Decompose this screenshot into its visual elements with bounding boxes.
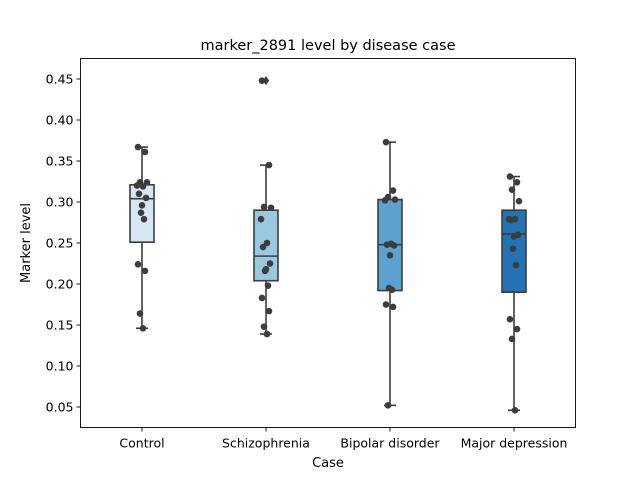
data-point <box>257 215 265 223</box>
plot-layer <box>129 76 527 414</box>
box-group-bipolar-disorder <box>377 138 403 409</box>
y-tick-label: 0.20 <box>46 277 74 292</box>
data-point <box>260 203 268 211</box>
data-point <box>386 252 394 259</box>
data-point <box>135 190 143 198</box>
data-point <box>510 233 518 240</box>
data-point <box>513 179 521 186</box>
data-point <box>506 315 514 323</box>
data-point <box>382 138 390 146</box>
y-tick-label: 0.25 <box>46 236 74 251</box>
x-tick-label: Major depression <box>461 436 568 451</box>
chart-title: marker_2891 level by disease case <box>201 38 456 54</box>
data-point <box>382 301 390 308</box>
data-point <box>506 173 514 180</box>
data-point <box>265 307 273 315</box>
data-point <box>260 323 268 330</box>
data-point <box>508 335 516 343</box>
data-point <box>259 243 267 251</box>
data-point <box>507 216 515 224</box>
data-point <box>137 209 145 216</box>
data-point <box>265 161 273 169</box>
x-tick-label: Schizophrenia <box>222 436 310 451</box>
x-tick-label: Control <box>119 436 164 451</box>
box-group-control <box>129 143 155 332</box>
data-point <box>140 215 148 223</box>
data-point <box>134 143 142 151</box>
axis-layer: 0.05 0.10 0.15 0.20 0.25 0.30 0.35 0.40 0.45 Cont… <box>46 72 568 451</box>
data-point <box>511 406 519 414</box>
data-point <box>389 303 397 311</box>
data-point <box>264 282 272 289</box>
data-point <box>141 267 149 275</box>
data-point <box>512 261 520 269</box>
data-point <box>389 187 397 194</box>
data-point <box>141 148 149 156</box>
x-axis-label: Case <box>312 456 344 471</box>
data-point <box>383 241 391 248</box>
data-point <box>381 197 389 204</box>
y-tick-label: 0.10 <box>46 359 74 374</box>
data-point <box>384 402 392 409</box>
data-point <box>515 197 523 205</box>
data-point <box>139 183 147 190</box>
data-point <box>258 294 266 302</box>
data-point <box>391 196 399 203</box>
y-tick-label: 0.15 <box>46 318 74 333</box>
data-point <box>266 260 274 267</box>
data-point <box>263 330 271 338</box>
data-point <box>267 204 275 212</box>
data-point <box>138 201 146 209</box>
y-tick-label: 0.35 <box>46 154 74 169</box>
data-point <box>263 239 271 247</box>
data-point <box>261 267 269 275</box>
data-point <box>388 286 396 294</box>
y-tick-label: 0.40 <box>46 113 74 128</box>
y-tick-label: 0.30 <box>46 195 74 210</box>
y-tick-label: 0.45 <box>46 72 74 87</box>
data-point <box>139 324 147 332</box>
data-point <box>508 186 516 193</box>
box-group-schizophrenia <box>253 76 279 338</box>
data-point <box>509 245 517 253</box>
data-point <box>142 194 150 202</box>
data-point <box>258 77 266 84</box>
y-tick-label: 0.05 <box>46 400 74 415</box>
data-point <box>136 310 144 317</box>
data-point <box>143 179 151 186</box>
data-point <box>133 182 141 189</box>
data-point <box>513 325 521 333</box>
data-point <box>390 242 398 249</box>
data-point <box>134 261 142 268</box>
box-group-major-depression <box>501 173 527 414</box>
x-tick-label: Bipolar disorder <box>340 436 440 451</box>
y-axis-label: Marker level <box>19 203 34 283</box>
